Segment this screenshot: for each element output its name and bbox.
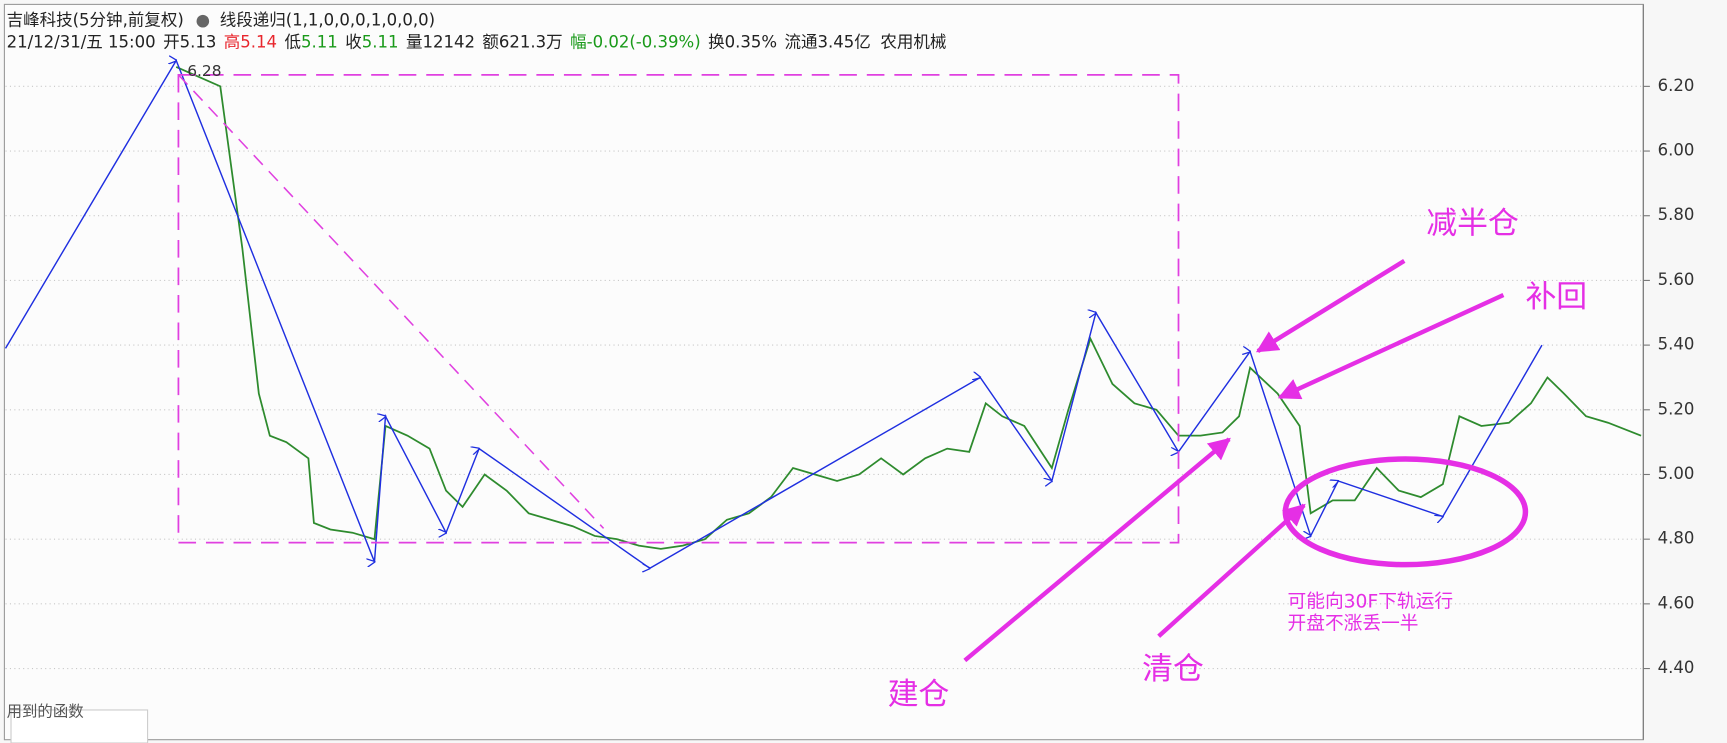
y-tick-label: 4.80: [1658, 529, 1695, 548]
value: 5.11: [362, 32, 399, 51]
annotation: 减半仓: [1426, 205, 1519, 241]
annotation: 建仓: [888, 676, 950, 712]
y-tick-label: 5.80: [1658, 205, 1695, 224]
label: 幅: [570, 32, 587, 51]
y-tick-label: 6.00: [1658, 141, 1695, 160]
y-tick-label: 5.60: [1658, 270, 1695, 289]
header-line: 吉峰科技(5分钟,前复权) ● 线段递归(1,1,0,0,0,1,0,0,0): [7, 10, 435, 29]
quote-line: 21/12/31/五 15:00 开5.13 高5.14 低5.11 收5.11…: [7, 32, 947, 51]
arrow: [1255, 259, 1406, 354]
label: 高: [224, 32, 241, 51]
y-tick-label: 6.20: [1658, 76, 1695, 95]
value: 5.11: [301, 32, 338, 51]
value: 5.13: [180, 32, 217, 51]
peak-label: 6.28: [187, 62, 221, 80]
y-tick-label: 5.40: [1658, 335, 1695, 354]
label: 额: [482, 32, 499, 51]
value: -0.02(-0.39%): [587, 32, 701, 51]
y-tick-label: 4.40: [1658, 658, 1695, 677]
arrow: [963, 437, 1231, 663]
series-line: [4, 60, 1543, 568]
sub-panel: [10, 709, 149, 743]
datetime: 21/12/31/五 15:00: [7, 32, 156, 51]
value: 621.3万: [499, 32, 563, 51]
trend-line: [177, 74, 605, 529]
arrow: [1277, 292, 1505, 400]
footer-label: 用到的函数: [7, 703, 84, 721]
annotation: 开盘不涨丢一半: [1288, 614, 1419, 635]
annotation: 补回: [1525, 279, 1587, 315]
value: 12142: [422, 32, 475, 51]
value: 0.35%: [725, 32, 777, 51]
label: 开: [163, 32, 180, 51]
label: 换: [708, 32, 725, 51]
value: 3.45亿: [817, 32, 870, 51]
label: 低: [285, 32, 302, 51]
value: 5.14: [240, 32, 277, 51]
label: 收: [345, 32, 362, 51]
y-tick-label: 5.00: [1658, 464, 1695, 483]
arrow: [1157, 503, 1306, 638]
industry: 农用机械: [880, 32, 946, 51]
icon: ●: [196, 10, 210, 29]
range-box: [177, 73, 1180, 544]
stock-name: 吉峰科技(5分钟,前复权): [7, 10, 184, 29]
indicator: 线段递归(1,1,0,0,0,1,0,0,0): [220, 10, 435, 29]
label: 流通: [784, 32, 817, 51]
annotation: 清仓: [1142, 651, 1204, 687]
label: 量: [406, 32, 423, 51]
y-tick-label: 5.20: [1658, 399, 1695, 418]
marks: [4, 60, 1642, 568]
y-tick-label: 4.60: [1658, 593, 1695, 612]
annotation: 可能向30F下轨运行: [1288, 592, 1454, 613]
